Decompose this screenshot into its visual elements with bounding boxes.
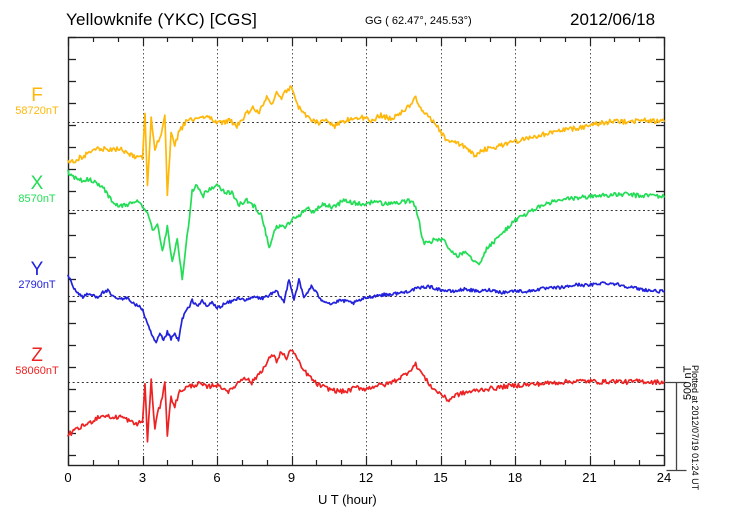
x-tick-label: 24 <box>656 470 672 485</box>
scale-bar-label: 500 nT <box>682 365 694 400</box>
component-letter-y: Y <box>30 259 44 280</box>
trace-y <box>67 274 665 344</box>
component-baseline-y: 2790nT <box>18 279 56 291</box>
component-baseline-x: 8570nT <box>18 193 56 205</box>
x-tick-label: 6 <box>213 470 221 485</box>
component-letter-f: F <box>31 85 43 106</box>
trace-x <box>67 169 665 281</box>
geographic-coordinates: GG ( 62.47°, 245.53°) <box>365 15 472 27</box>
trace-f <box>67 85 665 197</box>
scale-bar <box>664 381 687 472</box>
grid-layer <box>68 37 664 465</box>
component-label-y: Y 2790nT <box>8 260 66 292</box>
component-label-z: Z 58060nT <box>8 346 66 378</box>
component-letter-z: Z <box>31 345 43 366</box>
x-tick-label: 3 <box>138 470 147 485</box>
x-tick-label: 18 <box>507 470 523 485</box>
x-tick-label: 21 <box>582 470 597 485</box>
page-title: Yellowknife (YKC) [CGS] <box>66 10 258 29</box>
component-letter-x: X <box>30 173 44 194</box>
trace-z <box>67 349 665 443</box>
x-tick-label: 12 <box>358 470 374 485</box>
component-label-f: F 58720nT <box>8 86 66 118</box>
date-label: 2012/06/18 <box>570 10 656 29</box>
trace-layer <box>67 85 665 443</box>
x-tick-label: 15 <box>433 470 448 485</box>
component-label-x: X 8570nT <box>8 174 66 206</box>
x-axis-title: U T (hour) <box>318 492 377 507</box>
component-baseline-z: 58060nT <box>15 365 59 377</box>
x-tick-label: 0 <box>64 470 72 485</box>
plot-frame <box>67 36 666 467</box>
x-tick-label: 9 <box>287 470 296 485</box>
component-baseline-f: 58720nT <box>15 105 59 117</box>
